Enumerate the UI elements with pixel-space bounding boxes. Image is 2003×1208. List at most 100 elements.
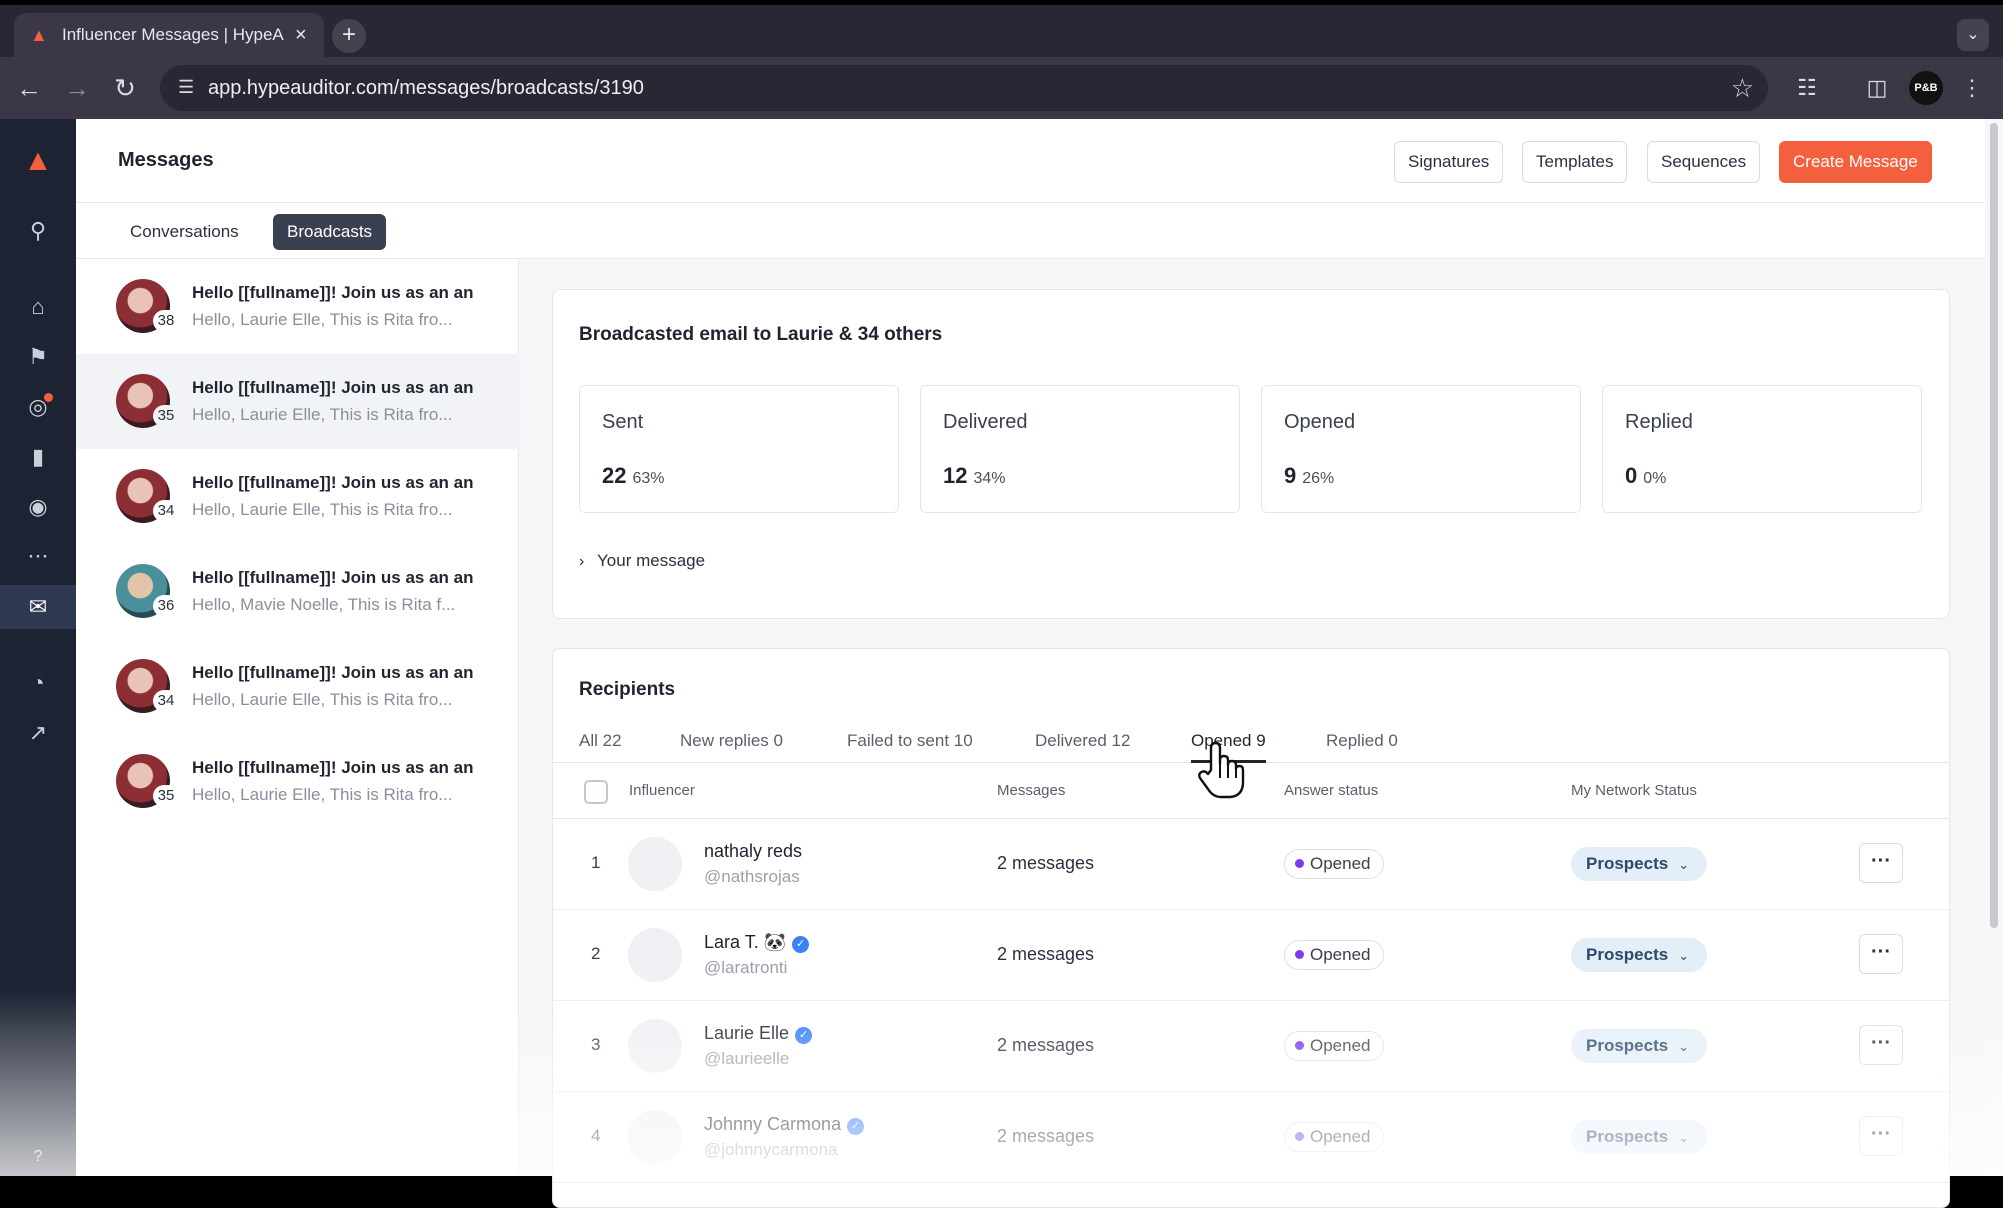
scrollbar-thumb[interactable] xyxy=(1990,123,1998,928)
left-nav-rail: ▲ ⚲ ⌂ ⚑ ◎ ▮ ◉ ⋅⋅⋅ ✉ ◔ ↗ ? xyxy=(0,119,76,1176)
name-text: Lara T. xyxy=(704,932,759,952)
status-text: Opened xyxy=(1310,854,1371,873)
recipient-filter-tabs: All 22 New replies 0 Failed to sent 10 D… xyxy=(553,731,1949,763)
stat-percent: 63% xyxy=(632,470,665,487)
network-status-dropdown[interactable]: Prospects ⌄ xyxy=(1571,847,1708,881)
network-status-dropdown[interactable]: Prospects ⌄ xyxy=(1571,1120,1708,1154)
megaphone-icon[interactable]: ⚑ xyxy=(28,344,48,369)
filter-replied[interactable]: Replied 0 xyxy=(1326,731,1398,750)
sequences-button[interactable]: Sequences xyxy=(1647,141,1761,183)
stat-number: 0 xyxy=(1625,463,1638,488)
row-more-button[interactable]: ··· xyxy=(1859,1025,1903,1065)
trend-chart-icon[interactable]: ↗ xyxy=(28,720,48,745)
broadcast-icon[interactable]: ⋅⋅⋅ xyxy=(27,544,49,569)
row-more-button[interactable]: ··· xyxy=(1859,843,1903,883)
hand-cursor-icon xyxy=(1198,741,1245,799)
app: ▲ ⚲ ⌂ ⚑ ◎ ▮ ◉ ⋅⋅⋅ ✉ ◔ ↗ ? Messages Signa… xyxy=(0,119,2003,1208)
back-icon[interactable]: ← xyxy=(16,73,42,103)
create-message-button[interactable]: Create Message xyxy=(1779,141,1932,183)
stat-value: 22 63% xyxy=(602,463,665,489)
network-status-dropdown[interactable]: Prospects ⌄ xyxy=(1571,938,1708,972)
filter-new-replies[interactable]: New replies 0 xyxy=(680,731,783,750)
tab-close-icon[interactable]: × xyxy=(295,23,307,46)
verified-badge-icon: ✓ xyxy=(795,1027,813,1044)
tab-broadcasts[interactable]: Broadcasts xyxy=(273,214,387,250)
page-scrollbar[interactable] xyxy=(1985,119,2003,1176)
stat-percent: 0% xyxy=(1643,470,1667,487)
broadcast-preview: Hello, Laurie Elle, This is Rita fro... xyxy=(192,310,453,329)
tab-conversations[interactable]: Conversations xyxy=(130,222,239,241)
your-message-toggle[interactable]: › Your message xyxy=(579,551,705,571)
row-more-button[interactable]: ··· xyxy=(1859,1116,1903,1156)
filter-failed[interactable]: Failed to sent 10 xyxy=(847,731,973,750)
table-row[interactable]: 1 nathaly reds @nathsrojas 2 messages Op… xyxy=(553,819,1949,910)
network-status-text: Prospects xyxy=(1586,945,1669,964)
bookmark-star-icon[interactable]: ☆ xyxy=(1730,73,1754,103)
tab-title: Influencer Messages | HypeA xyxy=(62,25,284,44)
browser-tabbar: ▲ Influencer Messages | HypeA × + ⌄ xyxy=(0,5,2003,57)
broadcast-preview: Hello, Laurie Elle, This is Rita fro... xyxy=(192,690,453,709)
status-dot xyxy=(1295,1041,1304,1050)
name-text: Laurie Elle xyxy=(704,1023,790,1043)
recipient-count-badge: 34 xyxy=(153,500,179,522)
bookmark-icon[interactable]: ▮ xyxy=(31,444,45,469)
table-row[interactable]: 4 Johnny Carmona ✓ @johnnycarmona 2 messa… xyxy=(553,1092,1949,1183)
table-row[interactable]: 2 Lara T. 🐼 ✓ @laratronti 2 messages Open… xyxy=(553,910,1949,1001)
reload-icon[interactable]: ↻ xyxy=(114,73,136,103)
answer-status-badge: Opened xyxy=(1284,940,1384,970)
url-text[interactable]: app.hypeauditor.com/messages/broadcasts/… xyxy=(208,77,644,99)
influencer-name[interactable]: nathaly reds xyxy=(704,841,802,862)
address-bar[interactable]: ☰ app.hypeauditor.com/messages/broadcast… xyxy=(160,65,1768,111)
list-item[interactable]: 34 Hello [[fullname]]! Join us as an an … xyxy=(76,449,519,544)
browser-tab[interactable]: ▲ Influencer Messages | HypeA × xyxy=(14,13,324,57)
tab-search-chevron-icon[interactable]: ⌄ xyxy=(1957,19,1989,51)
pie-chart-icon[interactable]: ◔ xyxy=(31,670,45,695)
mail-icon[interactable]: ✉ xyxy=(0,585,76,629)
influencer-name[interactable]: Johnny Carmona ✓ xyxy=(704,1114,865,1135)
site-settings-icon[interactable]: ☰ xyxy=(178,77,195,97)
extensions-icon[interactable]: ☷ xyxy=(1797,75,1817,100)
network-status-text: Prospects xyxy=(1586,1127,1669,1146)
select-all-checkbox[interactable] xyxy=(584,780,608,804)
side-panel-icon[interactable]: ◫ xyxy=(1866,75,1888,100)
target-icon[interactable]: ◎ xyxy=(0,385,76,429)
list-item[interactable]: 38 Hello [[fullname]]! Join us as an an … xyxy=(76,259,519,354)
templates-button[interactable]: Templates xyxy=(1522,141,1628,183)
goal-icon[interactable]: ◉ xyxy=(28,494,48,519)
status-dot xyxy=(1295,950,1304,959)
influencer-name[interactable]: Lara T. 🐼 ✓ xyxy=(704,932,810,953)
recipient-count-badge: 35 xyxy=(153,405,179,427)
stat-number: 12 xyxy=(943,463,968,488)
forward-icon[interactable]: → xyxy=(64,73,90,103)
list-item[interactable]: 36 Hello [[fullname]]! Join us as an an … xyxy=(76,544,519,639)
browser-toolbar: ← → ↻ ☰ app.hypeauditor.com/messages/bro… xyxy=(0,57,2003,119)
network-status-dropdown[interactable]: Prospects ⌄ xyxy=(1571,1029,1708,1063)
stat-label: Delivered xyxy=(943,411,1028,433)
signatures-button[interactable]: Signatures xyxy=(1394,141,1504,183)
broadcast-preview: Hello, Mavie Noelle, This is Rita f... xyxy=(192,595,456,614)
hypeauditor-logo-icon[interactable]: ▲ xyxy=(23,144,53,177)
filter-all[interactable]: All 22 xyxy=(579,731,622,750)
page-title: Messages xyxy=(118,149,214,171)
home-icon[interactable]: ⌂ xyxy=(31,294,45,319)
column-influencer: Influencer xyxy=(629,782,695,799)
recipient-count-badge: 34 xyxy=(153,690,179,712)
table-row[interactable]: 3 Laurie Elle ✓ @laurieelle 2 messages Op… xyxy=(553,1001,1949,1092)
stat-value: 0 0% xyxy=(1625,463,1666,489)
avatar xyxy=(628,1110,682,1164)
browser-menu-icon[interactable]: ⋮ xyxy=(1961,75,1983,100)
chevron-right-icon: › xyxy=(579,553,585,570)
help-icon[interactable]: ? xyxy=(33,1148,43,1165)
new-tab-button[interactable]: + xyxy=(332,19,366,53)
filter-delivered[interactable]: Delivered 12 xyxy=(1035,731,1131,750)
list-item[interactable]: 35 Hello [[fullname]]! Join us as an an … xyxy=(76,354,519,449)
stat-label: Opened xyxy=(1284,411,1356,433)
row-more-button[interactable]: ··· xyxy=(1859,934,1903,974)
list-item[interactable]: 34 Hello [[fullname]]! Join us as an an … xyxy=(76,639,519,734)
profile-avatar[interactable]: P&B xyxy=(1909,71,1943,105)
broadcast-subject: Hello [[fullname]]! Join us as an an xyxy=(192,663,474,682)
influencer-handle: @laratronti xyxy=(704,958,788,977)
list-item[interactable]: 35 Hello [[fullname]]! Join us as an an … xyxy=(76,734,519,829)
influencer-name[interactable]: Laurie Elle ✓ xyxy=(704,1023,813,1044)
search-icon[interactable]: ⚲ xyxy=(29,218,47,243)
